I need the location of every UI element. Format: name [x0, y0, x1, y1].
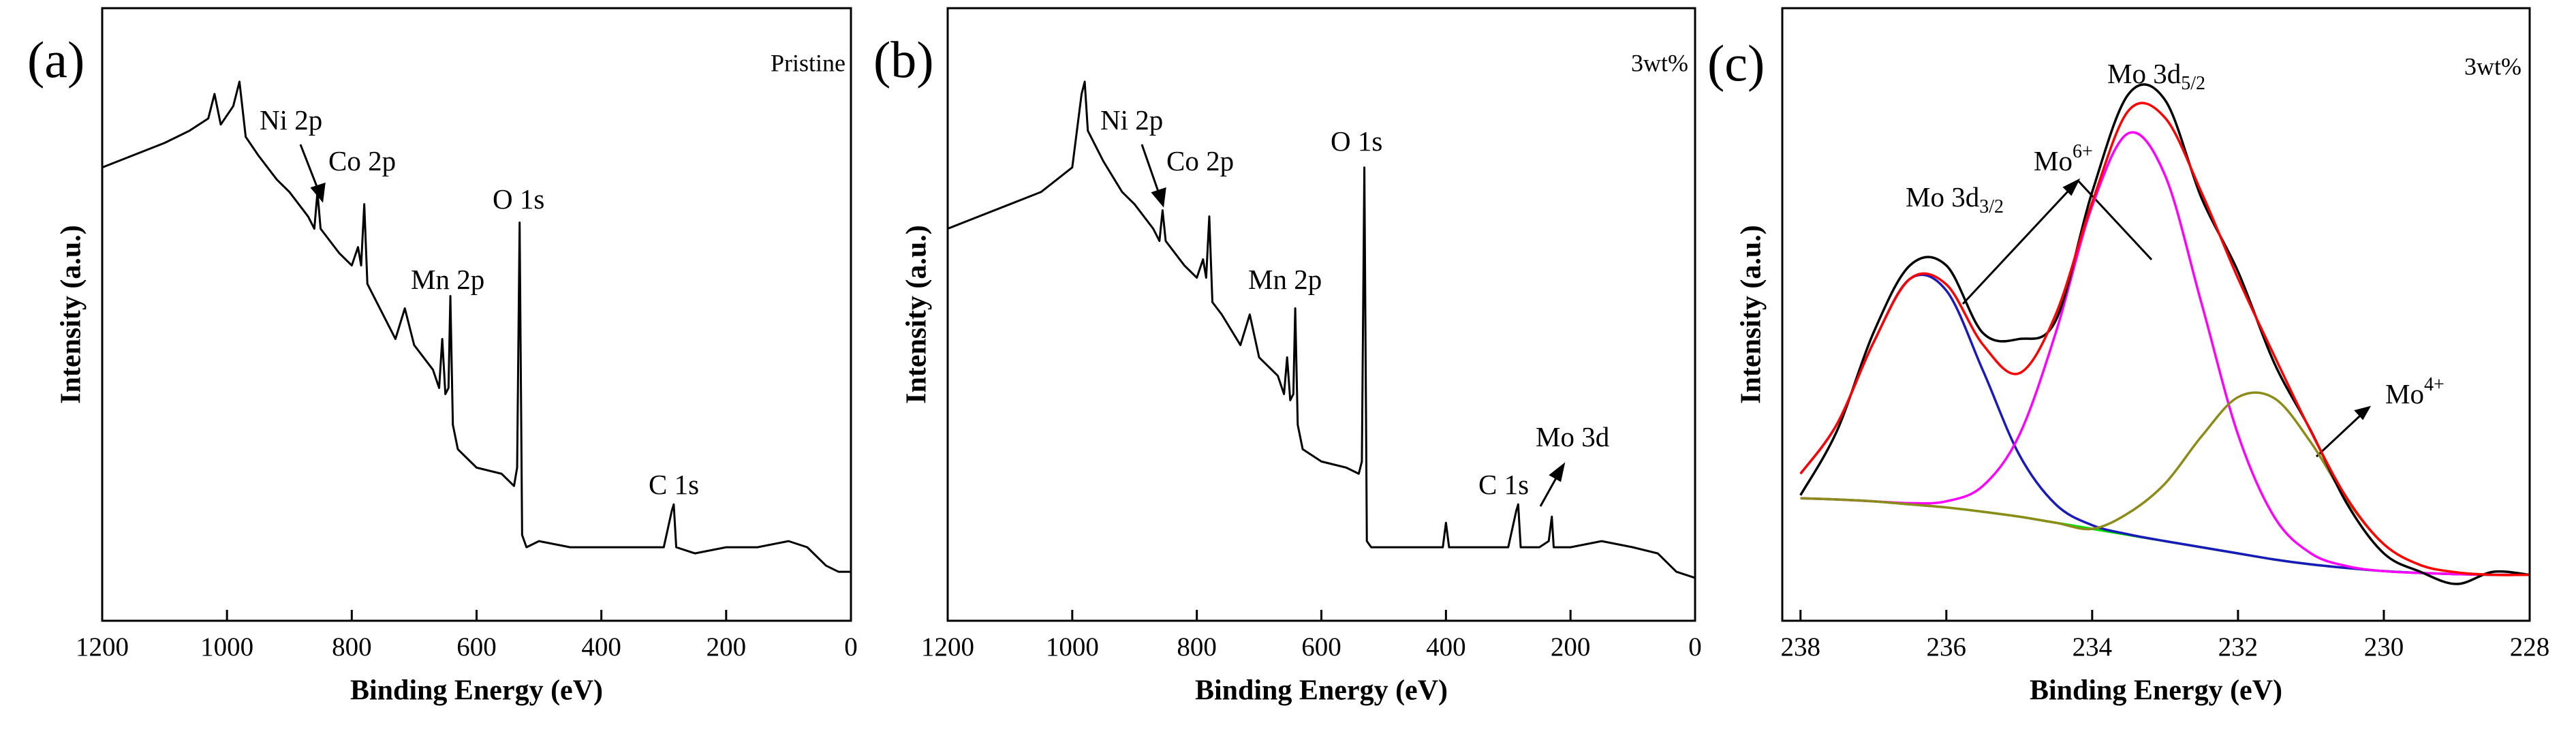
x-tick-label: 228: [2510, 632, 2550, 662]
annotation-text: C 1s: [649, 469, 699, 500]
x-tick-label: 230: [2364, 632, 2404, 662]
x-tick-label: 1200: [921, 632, 974, 662]
annotation-text: Ni 2p: [260, 104, 322, 136]
annotation-text: O 1s: [1331, 125, 1382, 157]
annotation: Mo6+: [2034, 141, 2093, 176]
x-tick-label: 400: [581, 632, 621, 662]
x-tick-label: 800: [332, 632, 372, 662]
panel-label: (a): [27, 31, 84, 89]
annotation-text: Mo 3d: [1906, 181, 1979, 213]
annotation-sup: 6+: [2073, 141, 2093, 162]
annotation-text: Mo 3d: [2107, 58, 2181, 89]
x-tick-label: 238: [1781, 632, 1821, 662]
corner-label: Pristine: [771, 49, 845, 76]
annotation: Mn 2p: [1248, 264, 1322, 295]
data-line: [947, 80, 1696, 579]
x-tick-label: 600: [456, 632, 497, 662]
annotation-text: C 1s: [1478, 469, 1529, 500]
y-axis-title: Intensity (a.u.): [56, 225, 87, 404]
annotation-text: Ni 2p: [1100, 104, 1163, 136]
annotation: O 1s: [493, 183, 544, 215]
data-line: [102, 80, 851, 573]
data-line: [1800, 497, 2530, 576]
arrowhead: [2354, 405, 2372, 420]
annotation-text: Mo: [2034, 145, 2073, 176]
x-axis-title: Binding Energy (eV): [1195, 675, 1448, 707]
annotation-sub: 3/2: [1979, 196, 2004, 217]
x-tick-label: 1000: [200, 632, 253, 662]
annotation: Mn 2p: [411, 264, 484, 295]
annotation-text: Mn 2p: [411, 264, 484, 295]
panel-label: (c): [1707, 35, 1765, 92]
annotation: O 1s: [1331, 125, 1382, 157]
annotation: C 1s: [649, 469, 699, 500]
annotation-text: Mo 3d: [1536, 421, 1609, 452]
data-line: [1800, 131, 2530, 576]
y-axis-title: Intensity (a.u.): [901, 225, 933, 404]
arrow: [2077, 179, 2153, 261]
x-tick-label: 0: [844, 632, 858, 662]
arrows: [299, 144, 2372, 507]
annotation-text: Mn 2p: [1248, 264, 1322, 295]
x-tick-label: 232: [2218, 632, 2259, 662]
x-axis-title: Binding Energy (eV): [2030, 675, 2282, 707]
annotation: Mo 3d: [1536, 421, 1609, 452]
panel-label: (b): [873, 31, 934, 89]
x-tick-label: 1200: [76, 632, 129, 662]
annotation: Mo4+: [2385, 374, 2445, 410]
plot-frame: [1781, 7, 2531, 622]
x-tick-label: 800: [1177, 632, 1217, 662]
arrow: [1961, 179, 2079, 305]
data-line: [1799, 102, 2530, 576]
data-line: [1800, 391, 2530, 576]
data-line: [1799, 83, 2530, 585]
annotation: Ni 2p: [1100, 104, 1163, 136]
data-line: [1799, 273, 2530, 576]
y-axis-title: Intensity (a.u.): [1736, 225, 1767, 404]
annotation-text: Mo: [2385, 378, 2424, 410]
annotation: Mo 3d3/2: [1906, 181, 2004, 217]
x-tick-label: 236: [1927, 632, 1967, 662]
annotation: Co 2p: [328, 145, 396, 176]
arrowhead: [1151, 187, 1166, 208]
annotation-text: Co 2p: [1166, 145, 1234, 176]
arrowhead: [1549, 462, 1566, 482]
corner-label: 3wt%: [1631, 49, 1688, 76]
plot-frame: [101, 7, 852, 622]
x-axis-title: Binding Energy (eV): [350, 675, 603, 707]
annotation: Co 2p: [1166, 145, 1234, 176]
annotation-sup: 4+: [2424, 374, 2445, 395]
x-tick-label: 234: [2073, 632, 2113, 662]
x-tick-label: 200: [707, 632, 747, 662]
x-tick-label: 400: [1426, 632, 1466, 662]
x-tick-label: 0: [1688, 632, 1702, 662]
arrowhead: [2062, 178, 2081, 196]
plot-frame: [946, 7, 1696, 622]
x-tick-label: 200: [1551, 632, 1591, 662]
corner-label: 3wt%: [2464, 52, 2521, 80]
annotation-text: Co 2p: [328, 145, 396, 176]
annotation: Mo 3d5/2: [2107, 58, 2205, 94]
x-tick-label: 1000: [1046, 632, 1099, 662]
annotation: C 1s: [1478, 469, 1529, 500]
x-tick-label: 600: [1301, 632, 1341, 662]
annotation-text: O 1s: [493, 183, 544, 215]
annotation-sub: 5/2: [2181, 73, 2205, 94]
annotation: Ni 2p: [260, 104, 322, 136]
